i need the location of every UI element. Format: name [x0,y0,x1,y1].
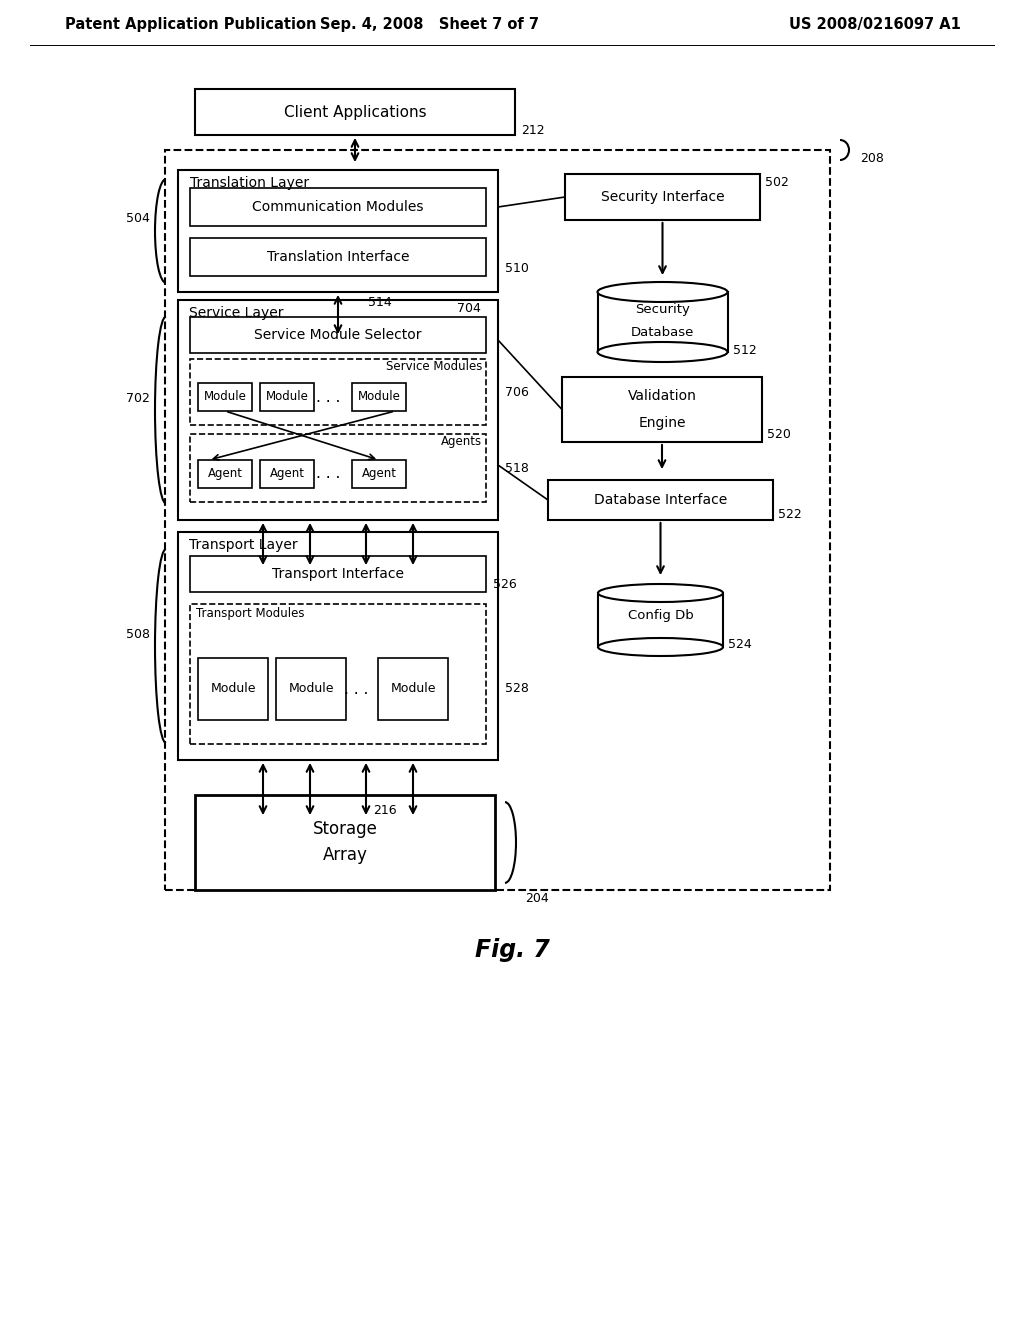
Bar [190,317,486,352]
Text: Service Layer: Service Layer [188,306,284,319]
Text: Module: Module [288,682,334,696]
Text: 528: 528 [505,682,528,696]
Text: Storage: Storage [312,821,378,838]
Bar [190,605,486,744]
Text: Agent: Agent [208,467,243,480]
Text: Module: Module [210,682,256,696]
Bar [178,532,498,760]
Text: Transport Layer: Transport Layer [188,539,297,552]
Bar [198,657,268,719]
Bar [195,88,515,135]
Bar [190,556,486,591]
Text: Service Module Selector: Service Module Selector [254,327,422,342]
Text: 502: 502 [765,176,788,189]
Ellipse shape [598,638,723,656]
Bar [190,434,486,502]
Text: Translation Layer: Translation Layer [190,176,309,190]
Bar [190,238,486,276]
Text: Security: Security [635,304,690,317]
Text: 706: 706 [505,385,528,399]
Bar [195,795,495,890]
Bar [198,383,252,411]
Ellipse shape [597,282,727,302]
Text: Transport Modules: Transport Modules [196,607,304,620]
Bar [565,174,760,220]
Text: Validation: Validation [628,389,696,404]
Text: 704: 704 [457,301,481,314]
Text: 216: 216 [373,804,396,817]
Text: 208: 208 [860,152,884,165]
Bar [260,459,314,488]
Text: Patent Application Publication: Patent Application Publication [65,17,316,33]
Text: 204: 204 [525,891,549,904]
Bar [352,383,406,411]
Text: 512: 512 [732,343,757,356]
Text: Sep. 4, 2008   Sheet 7 of 7: Sep. 4, 2008 Sheet 7 of 7 [321,17,540,33]
Bar [178,170,498,292]
Text: Array: Array [323,846,368,865]
Text: . . .: . . . [344,681,369,697]
Ellipse shape [597,342,727,362]
Text: Client Applications: Client Applications [284,104,426,120]
Bar [190,187,486,226]
Text: Module: Module [265,391,308,404]
Text: Engine: Engine [638,416,686,429]
Bar [378,657,449,719]
Text: . . .: . . . [315,389,340,404]
Bar [276,657,346,719]
Text: Agent: Agent [361,467,396,480]
Ellipse shape [598,583,723,602]
Text: US 2008/0216097 A1: US 2008/0216097 A1 [790,17,961,33]
Bar [598,593,723,647]
Text: Agent: Agent [269,467,304,480]
Text: Module: Module [357,391,400,404]
Bar [548,480,773,520]
Text: 510: 510 [505,261,528,275]
Text: 514: 514 [368,296,392,309]
Text: Database: Database [631,326,694,338]
Text: 524: 524 [728,638,752,651]
Text: 702: 702 [126,392,150,404]
Text: Agents: Agents [441,436,482,449]
Ellipse shape [598,282,727,302]
Bar [597,292,727,352]
Text: Module: Module [204,391,247,404]
Bar [260,383,314,411]
Text: 508: 508 [126,627,150,640]
Text: . . .: . . . [315,466,340,482]
Text: Fig. 7: Fig. 7 [474,939,550,962]
Text: 212: 212 [521,124,545,136]
Bar [165,150,830,890]
Ellipse shape [598,583,723,602]
Text: Translation Interface: Translation Interface [266,249,410,264]
Text: Security Interface: Security Interface [601,190,724,205]
Text: 526: 526 [493,578,517,590]
Text: 520: 520 [767,428,791,441]
Bar [178,300,498,520]
Bar [562,378,762,442]
Bar [190,359,486,425]
Text: Transport Interface: Transport Interface [272,568,404,581]
Text: 518: 518 [505,462,528,474]
Text: Config Db: Config Db [628,609,693,622]
Text: 504: 504 [126,213,150,226]
Bar [352,459,406,488]
Text: Service Modules: Service Modules [386,360,482,374]
Text: Communication Modules: Communication Modules [252,201,424,214]
Text: Module: Module [390,682,436,696]
Text: Database Interface: Database Interface [594,492,727,507]
Bar [198,459,252,488]
Text: 522: 522 [778,508,802,521]
